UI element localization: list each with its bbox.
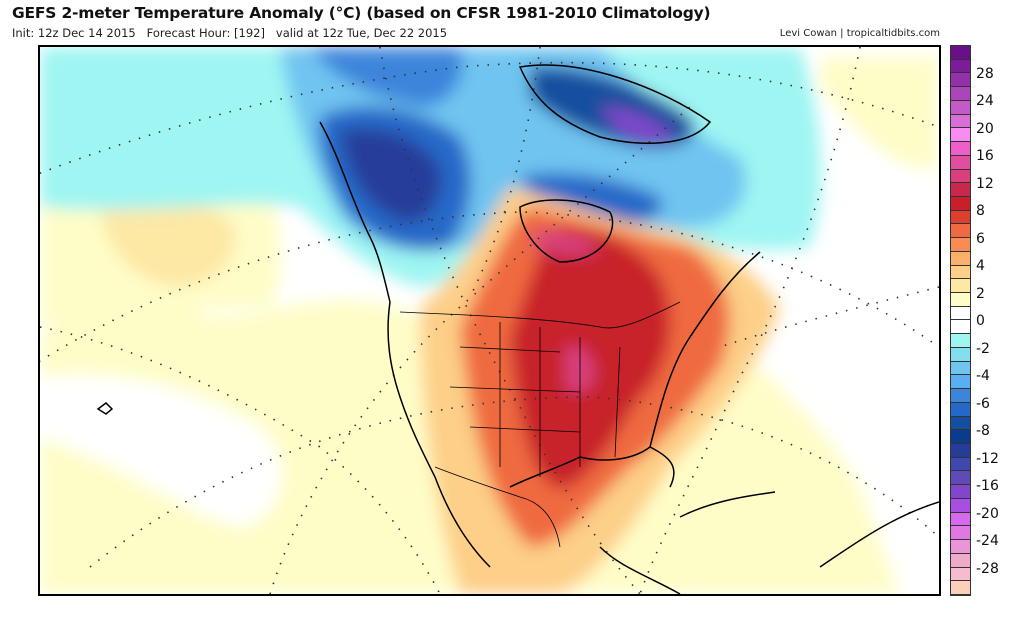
- colorbar-segment: [951, 155, 970, 170]
- coastlines: [96, 64, 939, 594]
- credit-text: Levi Cowan | tropicaltidbits.com: [779, 28, 940, 39]
- colorbar-segment: [951, 46, 970, 60]
- coastline-east: [649, 251, 761, 448]
- coastline-central-america: [599, 546, 681, 594]
- anomaly-region-greenland-coldest: [600, 107, 675, 142]
- colorbar-tick-label: 2: [976, 285, 985, 302]
- longitude-line: [269, 106, 691, 594]
- colorbar-segment: [951, 457, 970, 472]
- coastline-gulf: [509, 446, 675, 488]
- colorbar-segment: [951, 87, 970, 101]
- colorbar-segment: [951, 59, 970, 74]
- colorbar-segment: [951, 444, 970, 458]
- anomaly-region-atlantic-warm: [820, 57, 939, 169]
- colorbar-tick-label: -20: [976, 505, 999, 522]
- longitude-line: [379, 47, 641, 594]
- colorbar-segment: [951, 265, 970, 280]
- colorbar-tick-label: 28: [976, 65, 994, 82]
- anomaly-map: [38, 45, 941, 596]
- colorbar-segment: [951, 361, 970, 376]
- state-border: [449, 322, 621, 477]
- longitude-line: [469, 47, 541, 298]
- border-us-canada: [399, 301, 681, 329]
- coastline-cuba: [679, 491, 776, 518]
- colorbar-segment: [951, 210, 970, 225]
- anomaly-region-north-cold: [310, 47, 463, 107]
- colorbar-segment: [951, 498, 970, 513]
- coastline-south-america: [819, 501, 939, 568]
- map-canvas: [40, 47, 939, 594]
- colorbar-segment: [951, 100, 970, 115]
- colorbar-tick-label: -2: [976, 340, 990, 357]
- colorbar-segment: [951, 169, 970, 184]
- colorbar-segment: [951, 73, 970, 88]
- colorbar-segment: [951, 196, 970, 211]
- colorbar-segment: [951, 183, 970, 197]
- colorbar-tick-label: -28: [976, 560, 999, 577]
- colorbar-segment: [951, 430, 970, 445]
- colorbar-segment: [951, 347, 970, 362]
- anomaly-field: [40, 47, 939, 594]
- colorbar-segment: [951, 293, 970, 307]
- colorbar-segment: [951, 279, 970, 294]
- graticule: [40, 47, 939, 594]
- coastline-hawaii: [96, 402, 114, 415]
- colorbar-segment: [951, 142, 970, 156]
- anomaly-region-pacific-mild: [100, 193, 236, 287]
- colorbar-tick-label: 24: [976, 93, 994, 109]
- colorbar-segment: [951, 238, 970, 252]
- anomaly-region-pacific-white: [40, 374, 282, 527]
- state-borders: [399, 301, 681, 548]
- colorbar-segment: [951, 526, 970, 541]
- coastline-west: [387, 301, 491, 568]
- colorbar-segment: [951, 114, 970, 129]
- colorbar-segment: [951, 540, 970, 554]
- anomaly-region-hudson-max: [530, 230, 600, 256]
- colorbar-tick-label: 8: [976, 203, 985, 219]
- coastline-hudson: [519, 199, 614, 263]
- colorbar-segment: [951, 334, 970, 348]
- colorbar-segment: [951, 389, 970, 403]
- colorbar-segment: [951, 306, 970, 321]
- border-us-mexico: [434, 466, 561, 548]
- colorbar-segment: [951, 416, 970, 431]
- colorbar-segment: [951, 375, 970, 390]
- colorbar-segment: [951, 251, 970, 266]
- colorbar-tick-label: 6: [976, 230, 985, 247]
- coastline-alaska: [319, 121, 391, 303]
- colorbar-segment: [951, 402, 970, 417]
- colorbar-tick-label: -8: [976, 423, 990, 439]
- colorbar: [950, 45, 971, 596]
- colorbar-segment: [951, 485, 970, 499]
- colorbar-tick-label: 4: [976, 258, 985, 274]
- colorbar-segment: [951, 224, 970, 239]
- colorbar-segment: [951, 581, 970, 595]
- colorbar-tick-label: -16: [976, 478, 999, 494]
- colorbar-segment: [951, 471, 970, 486]
- colorbar-tick-label: -12: [976, 450, 999, 467]
- forecast-info: Init: 12z Dec 14 2015 Forecast Hour: [19…: [12, 26, 448, 40]
- colorbar-tick-label: -6: [976, 395, 990, 412]
- colorbar-segment: [951, 512, 970, 527]
- colorbar-tick-label: -4: [976, 368, 990, 384]
- chart-title: GEFS 2-meter Temperature Anomaly (°C) (b…: [12, 4, 711, 22]
- colorbar-tick-label: 16: [976, 148, 994, 164]
- colorbar-segment: [951, 567, 970, 582]
- coastline-greenland: [518, 64, 712, 144]
- colorbar-tick-label: 12: [976, 175, 994, 192]
- colorbar-segment: [951, 320, 970, 335]
- colorbar-segment: [951, 128, 970, 143]
- anomaly-region-alaska-coldest: [340, 128, 441, 222]
- anomaly-region-archipelago-cold: [520, 173, 662, 224]
- colorbar-tick-label: -24: [976, 533, 999, 549]
- colorbar-segment: [951, 553, 970, 568]
- colorbar-tick-label: 0: [976, 313, 985, 329]
- colorbar-tick-label: 20: [976, 120, 994, 137]
